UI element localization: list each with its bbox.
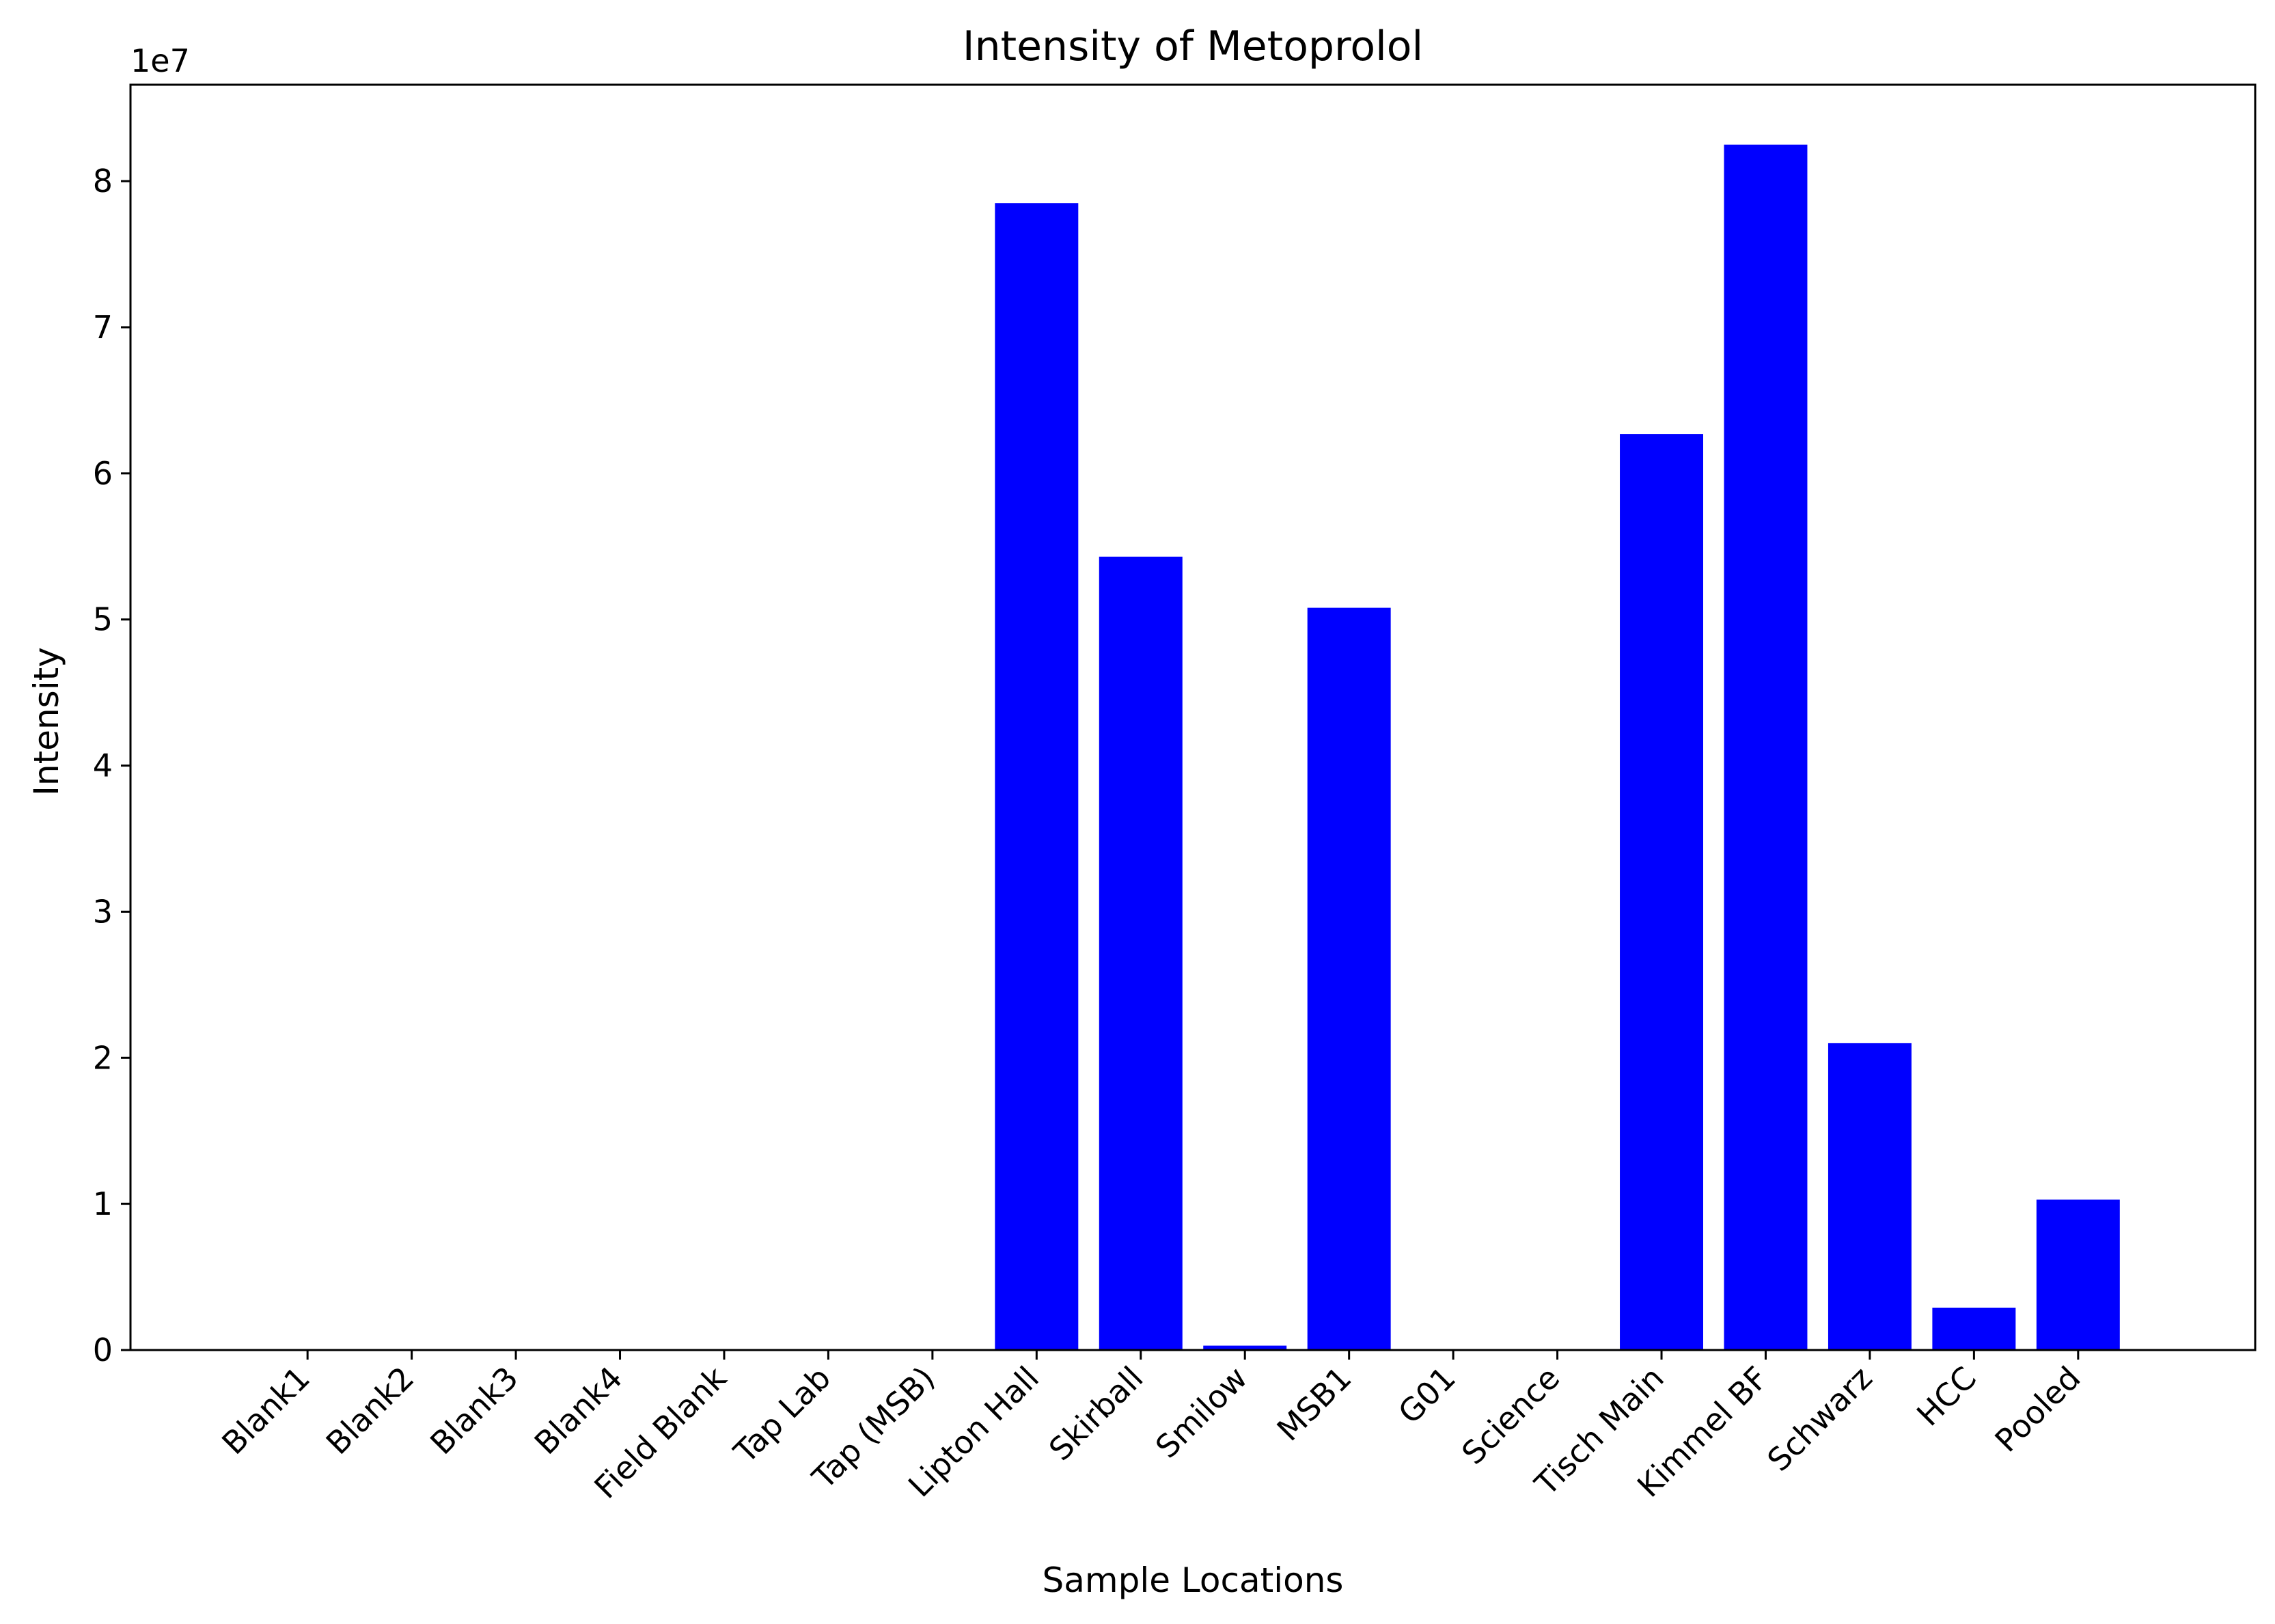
y-tick-label: 6 — [93, 455, 113, 492]
bar-hcc — [1932, 1307, 2016, 1350]
y-axis-label: Intensity — [27, 647, 66, 796]
bar-kimmel-bf — [1724, 144, 1808, 1351]
bars-group — [995, 144, 2120, 1351]
y-tick-label: 4 — [93, 747, 113, 784]
y-tick-label: 2 — [93, 1039, 113, 1076]
bar-tisch-main — [1620, 434, 1704, 1350]
y-axis-offset-label: 1e7 — [130, 42, 190, 79]
x-axis-label: Sample Locations — [1043, 1560, 1344, 1600]
plot-area-frame — [129, 83, 2257, 1351]
bar-msb1 — [1307, 607, 1391, 1350]
y-tick-label: 3 — [93, 893, 113, 930]
y-tick-label: 7 — [93, 309, 113, 346]
y-tick-label: 1 — [93, 1185, 113, 1222]
chart-title: Intensity of Metoprolol — [963, 23, 1423, 70]
bar-pooled — [2036, 1199, 2120, 1350]
y-tick-label: 0 — [93, 1332, 113, 1368]
y-axis: 0 1 2 3 4 5 6 7 8 — [93, 163, 130, 1368]
bar-skirball — [1099, 556, 1183, 1350]
bar-lipton-hall — [995, 203, 1079, 1351]
y-tick-label: 5 — [93, 601, 113, 638]
bar-smilow — [1203, 1345, 1287, 1350]
bar-schwarz — [1828, 1043, 1912, 1350]
y-tick-label: 8 — [93, 163, 113, 199]
